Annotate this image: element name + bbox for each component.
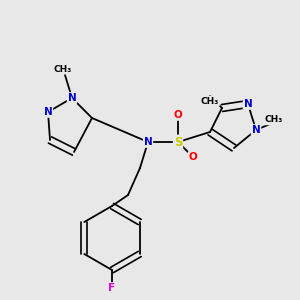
Text: N: N [44, 107, 52, 117]
Text: O: O [189, 152, 197, 162]
Text: N: N [252, 125, 260, 135]
Text: O: O [174, 110, 182, 120]
Text: S: S [174, 136, 182, 148]
Text: CH₃: CH₃ [54, 64, 72, 74]
Text: N: N [68, 93, 76, 103]
Text: CH₃: CH₃ [201, 97, 219, 106]
Text: N: N [144, 137, 152, 147]
Text: N: N [244, 99, 252, 109]
Text: F: F [108, 283, 116, 293]
Text: CH₃: CH₃ [265, 116, 283, 124]
